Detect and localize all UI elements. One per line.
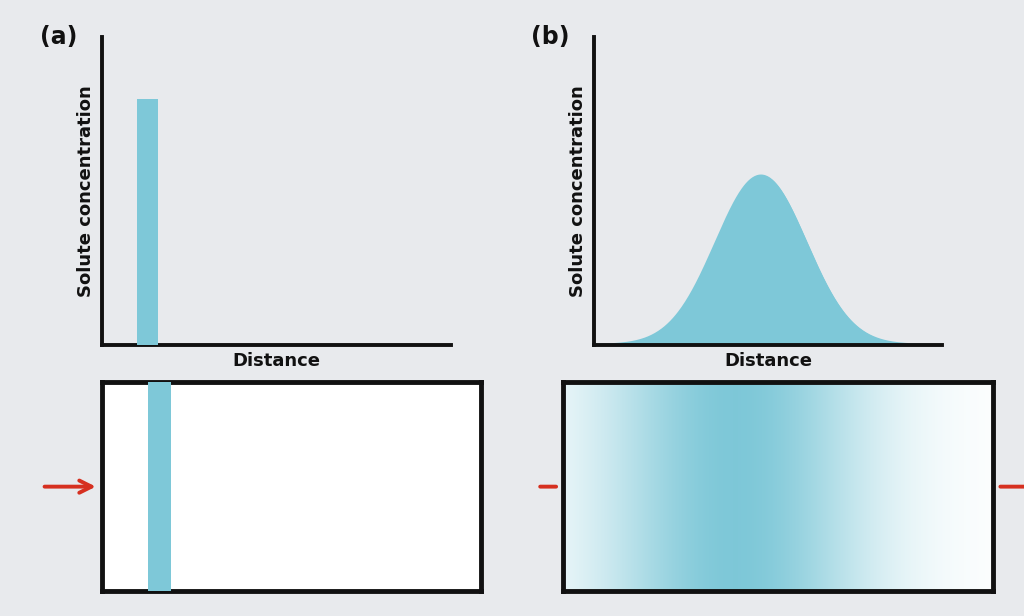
X-axis label: Distance: Distance <box>232 352 321 370</box>
Y-axis label: Solute concentration: Solute concentration <box>78 85 95 297</box>
Y-axis label: Solute concentration: Solute concentration <box>569 85 587 297</box>
Text: (b): (b) <box>531 25 569 49</box>
Bar <box>137 99 158 345</box>
Bar <box>147 382 171 591</box>
X-axis label: Distance: Distance <box>724 352 812 370</box>
Text: (a): (a) <box>40 25 77 49</box>
